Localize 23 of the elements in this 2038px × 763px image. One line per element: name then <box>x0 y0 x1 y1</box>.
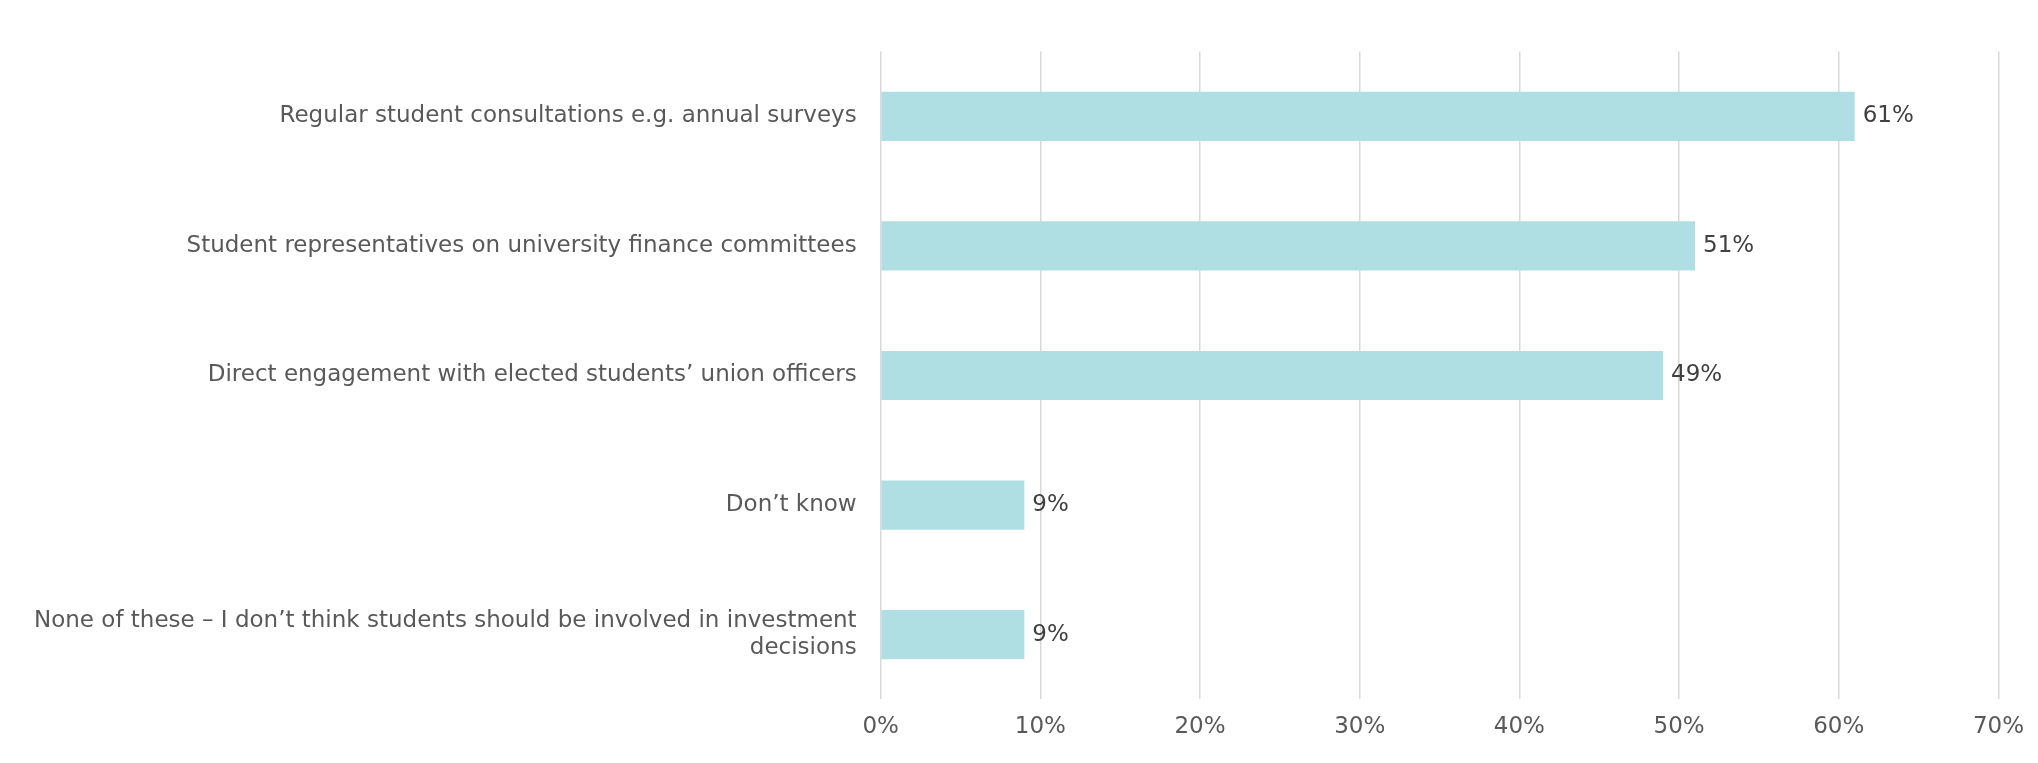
y-tick-label: Student representatives on university finance committees <box>186 230 857 257</box>
data-label: 51% <box>1703 230 1755 257</box>
data-label: 49% <box>1671 360 1723 387</box>
bar <box>881 610 1025 660</box>
x-tick-label: 50% <box>1653 712 1705 739</box>
x-tick-label: 0% <box>862 712 899 739</box>
y-tick-label: Don’t know <box>725 490 857 517</box>
bar <box>881 91 1855 141</box>
x-tick-label: 70% <box>1972 712 2024 739</box>
bar <box>881 480 1025 530</box>
data-label: 9% <box>1032 619 1069 646</box>
data-label: 61% <box>1862 101 1914 128</box>
y-tick-label: Direct engagement with elected students’ union officers <box>207 360 857 387</box>
x-tick-label: 10% <box>1014 712 1066 739</box>
bar <box>881 221 1696 271</box>
x-tick-label: 60% <box>1813 712 1865 739</box>
y-tick-label: Regular student consultations e.g. annual surveys <box>279 101 857 128</box>
x-tick-label: 30% <box>1334 712 1386 739</box>
y-tick-label: None of these – I don’t think students should be involved in investment decisions <box>33 605 857 660</box>
data-label: 9% <box>1032 490 1069 517</box>
x-tick-label: 20% <box>1174 712 1226 739</box>
bar <box>881 350 1664 401</box>
x-tick-label: 40% <box>1493 712 1545 739</box>
